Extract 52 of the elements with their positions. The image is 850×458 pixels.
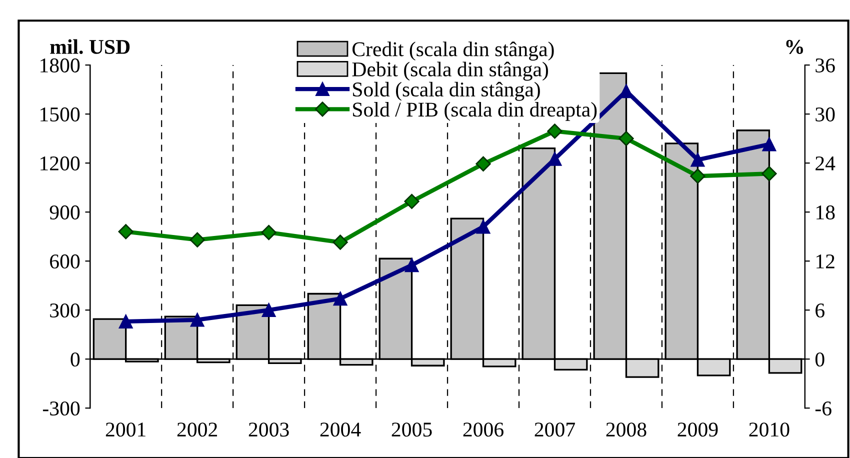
- point: [190, 312, 204, 327]
- point: [762, 166, 777, 182]
- y-tick-label: 1200: [40, 156, 80, 170]
- point: [190, 232, 205, 248]
- y-tick-label: 1500: [40, 107, 80, 122]
- x-tick-label: 2009: [678, 422, 718, 437]
- x-tick-label: 2010: [749, 422, 790, 437]
- point: [618, 130, 634, 146]
- point: [619, 84, 634, 98]
- y-tick-label: -300: [42, 401, 80, 416]
- y2-tick-label: 0: [815, 352, 824, 367]
- point: [118, 314, 133, 328]
- point: [690, 168, 706, 184]
- point: [476, 156, 491, 172]
- y2-tick-label: 6: [816, 304, 824, 318]
- point: [261, 224, 276, 240]
- x-tick-label: 2005: [392, 422, 432, 437]
- point: [476, 220, 490, 234]
- point: [404, 194, 420, 210]
- y2-tick-label: 12: [816, 254, 834, 268]
- y-tick-label: 600: [50, 254, 80, 268]
- legend-label: Credit (scala din stânga): [352, 42, 554, 61]
- y2-axis-title: %: [786, 40, 803, 54]
- legend-label: Debit (scala din stânga): [352, 62, 548, 81]
- legend-label: Sold / PIB (scala din dreapta): [353, 102, 597, 121]
- y2-tick-label: -6: [815, 402, 832, 416]
- y-tick-label: 0: [70, 352, 80, 367]
- point: [333, 292, 348, 306]
- legend-label: Sold (scala din stânga): [353, 82, 540, 101]
- point: [332, 234, 348, 250]
- y2-tick-label: 18: [816, 205, 835, 220]
- y2-tick-label: 30: [816, 107, 835, 122]
- x-tick-label: 2003: [248, 422, 289, 437]
- point: [547, 124, 562, 139]
- point: [690, 152, 705, 167]
- point: [404, 258, 419, 272]
- y2-tick-label: 24: [816, 156, 836, 170]
- y-tick-label: 1800: [40, 58, 80, 72]
- x-tick-label: 2008: [606, 422, 646, 437]
- x-tick-label: 2004: [320, 422, 361, 437]
- x-tick-label: 2007: [534, 422, 575, 437]
- y-tick-label: 300: [50, 303, 80, 318]
- point: [262, 303, 276, 318]
- y-tick-label: 900: [50, 205, 80, 220]
- y2-tick-label: 36: [816, 58, 835, 72]
- point: [118, 224, 134, 240]
- y-axis-title: mil. USD: [50, 39, 130, 54]
- point: [548, 152, 562, 166]
- x-tick-label: 2002: [177, 422, 218, 437]
- point: [762, 137, 776, 152]
- x-tick-label: 2006: [463, 422, 504, 437]
- x-tick-label: 2001: [106, 422, 146, 437]
